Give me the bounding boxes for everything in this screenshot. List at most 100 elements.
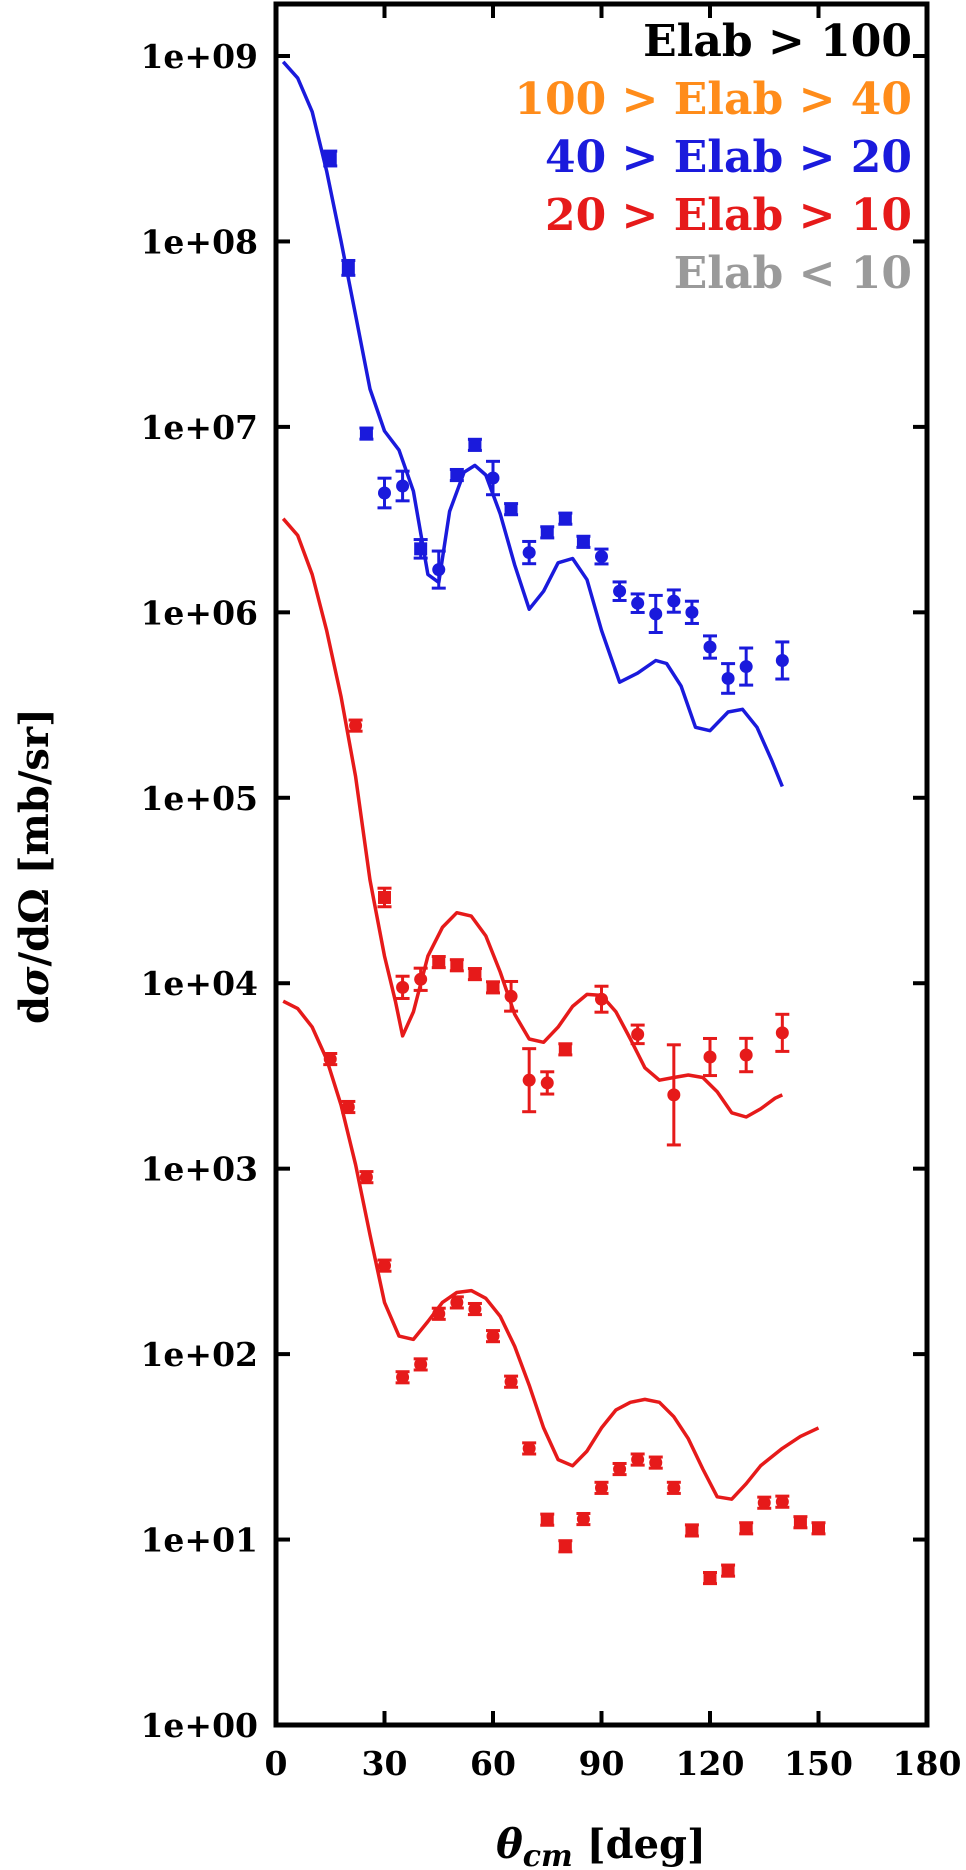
fit-curve: [281, 517, 784, 1119]
data-point: [414, 542, 428, 556]
data-point: [486, 471, 500, 485]
legend-entry: 20 > Elab > 10: [545, 190, 912, 241]
data-point: [775, 1495, 789, 1509]
data-point: [522, 546, 536, 560]
y-tick-label: 1e+09: [140, 37, 258, 76]
plot-frame: [273, 1, 930, 1728]
data-point: [631, 1453, 645, 1467]
x-tick-label: 30: [362, 1744, 408, 1783]
data-point: [378, 486, 391, 500]
x-tick-label: 150: [784, 1744, 853, 1783]
data-point: [486, 980, 500, 994]
fit-curve: [281, 60, 784, 788]
data-point: [649, 607, 663, 621]
data-point: [450, 958, 464, 972]
data-point: [359, 427, 373, 441]
fit-curve: [282, 999, 820, 1501]
x-axis-label: θcm [deg]: [496, 1821, 706, 1870]
series-1: [281, 60, 790, 788]
series-2: [281, 517, 790, 1147]
y-tick-label: 1e+07: [140, 408, 258, 447]
x-tick-label: 180: [893, 1744, 962, 1783]
data-point: [812, 1521, 825, 1535]
data-point: [414, 972, 428, 986]
series-layer: [281, 60, 826, 1586]
data-point: [576, 535, 590, 549]
data-point: [703, 1050, 717, 1064]
data-point: [341, 261, 355, 275]
data-point: [323, 152, 337, 166]
data-point: [378, 890, 391, 904]
y-tick-label: 1e+06: [140, 593, 258, 632]
data-point: [703, 1571, 717, 1585]
legend-entry: Elab < 10: [674, 248, 912, 299]
data-point: [450, 468, 464, 482]
data-point: [775, 1026, 789, 1040]
data-point: [739, 660, 753, 674]
data-point: [504, 1375, 518, 1389]
data-point: [504, 989, 518, 1003]
data-point: [540, 525, 554, 539]
data-point: [793, 1515, 807, 1529]
data-point: [739, 1521, 753, 1535]
y-tick-label: 1e+01: [140, 1521, 258, 1560]
data-point: [649, 1456, 663, 1470]
y-tick-label: 1e+05: [140, 779, 258, 818]
y-tick-label: 1e+08: [140, 222, 258, 261]
data-point: [432, 563, 446, 577]
data-point: [558, 512, 572, 526]
data-point: [739, 1048, 753, 1062]
data-point: [486, 1329, 500, 1343]
tick-labels: 0 30 60 90 120 150 180 1e+00 1e+01 1e+02 1e+03 1e+0…: [140, 37, 961, 1783]
y-axis-label: dσ/dΩ [mb/sr]: [11, 708, 58, 1024]
data-point: [396, 479, 410, 493]
data-point: [631, 596, 645, 610]
data-point: [595, 992, 608, 1006]
data-point: [685, 1523, 699, 1537]
data-point: [414, 1357, 428, 1371]
data-point: [540, 1513, 554, 1527]
data-point: [378, 1259, 391, 1273]
data-point: [341, 1100, 355, 1114]
legend: Elab > 100 100 > Elab > 40 40 > Elab > 20 2…: [514, 16, 912, 299]
data-point: [703, 640, 717, 654]
data-point: [450, 1295, 464, 1309]
data-point: [721, 671, 735, 685]
data-point: [522, 1441, 536, 1455]
data-point: [504, 502, 518, 516]
data-point: [775, 653, 789, 667]
series-3: [282, 999, 826, 1586]
y-tick-label: 1e+04: [140, 964, 258, 1003]
data-point: [595, 1481, 608, 1495]
data-point: [613, 1462, 627, 1476]
data-point: [432, 955, 446, 969]
data-point: [540, 1076, 554, 1090]
data-point: [396, 980, 410, 994]
data-point: [396, 1370, 410, 1384]
x-tick-label: 0: [265, 1744, 288, 1783]
data-point: [631, 1027, 645, 1041]
data-point: [359, 1170, 373, 1184]
y-tick-label: 1e+00: [140, 1706, 258, 1745]
y-tick-label: 1e+02: [140, 1335, 258, 1374]
legend-entry: Elab > 100: [643, 16, 912, 67]
y-axis-title: dσ/dΩ [mb/sr]: [11, 708, 58, 1024]
data-point: [757, 1496, 771, 1510]
data-point: [613, 584, 627, 598]
data-point: [468, 438, 482, 452]
x-tick-label: 60: [470, 1744, 516, 1783]
legend-entry: 40 > Elab > 20: [545, 132, 912, 183]
data-point: [667, 1088, 681, 1102]
data-point: [432, 1307, 446, 1321]
data-point: [522, 1073, 536, 1087]
data-point: [323, 1052, 337, 1066]
data-point: [667, 1481, 681, 1495]
x-tick-label: 90: [579, 1744, 625, 1783]
data-point: [595, 550, 608, 564]
data-point: [667, 594, 681, 608]
data-point: [576, 1512, 590, 1526]
data-point: [721, 1564, 735, 1578]
data-point: [349, 719, 363, 733]
x-tick-label: 120: [676, 1744, 745, 1783]
